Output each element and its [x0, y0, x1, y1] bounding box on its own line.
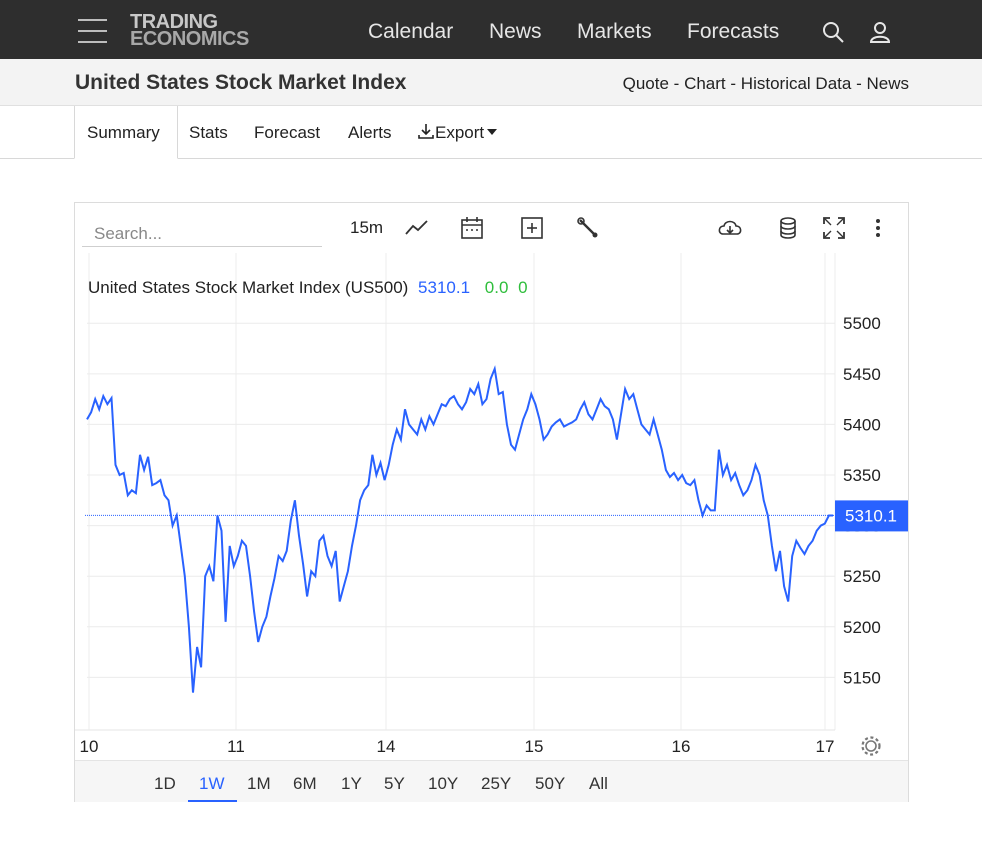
add-indicator-icon[interactable]	[519, 215, 545, 241]
range-active-underline	[188, 800, 237, 802]
price-chart[interactable]: 51505200525053005350540054505500 1011141…	[75, 253, 908, 760]
fullscreen-icon[interactable]	[821, 215, 847, 241]
range-selector: 1D 1W 1M 6M 1Y 5Y 10Y 25Y 50Y All	[75, 760, 908, 802]
link-separator: -	[730, 74, 737, 93]
range-6m[interactable]: 6M	[293, 774, 317, 793]
nav-forecasts[interactable]: Forecasts	[687, 20, 780, 43]
tab-bar: Summary Stats Forecast Alerts Export	[0, 106, 982, 159]
calendar-icon[interactable]	[459, 215, 485, 241]
x-tick-label: 16	[672, 737, 691, 756]
range-1d[interactable]: 1D	[154, 774, 176, 793]
link-quote[interactable]: Quote	[622, 74, 669, 93]
y-tick-label: 5250	[843, 567, 881, 586]
y-tick-label: 5350	[843, 466, 881, 485]
user-icon[interactable]	[868, 20, 892, 44]
nav-calendar[interactable]: Calendar	[368, 20, 454, 43]
y-tick-label: 5500	[843, 314, 881, 333]
interval-selector[interactable]: 15m	[350, 218, 384, 237]
link-chart[interactable]: Chart	[684, 74, 726, 93]
y-tick-label: 5450	[843, 365, 881, 384]
tab-export[interactable]: Export	[417, 123, 498, 143]
tab-active-indicator	[74, 106, 178, 159]
link-separator: -	[673, 74, 680, 93]
last-price-badge-bg	[835, 500, 908, 532]
download-icon[interactable]	[716, 215, 744, 241]
range-10y[interactable]: 10Y	[428, 774, 459, 793]
tab-summary[interactable]: Summary	[87, 123, 160, 142]
x-tick-label: 15	[525, 737, 544, 756]
y-tick-label: 5400	[843, 415, 881, 434]
range-all[interactable]: All	[589, 774, 608, 793]
nav-news[interactable]: News	[489, 20, 542, 43]
wrench-icon[interactable]	[575, 215, 601, 241]
tab-forecast[interactable]: Forecast	[254, 123, 321, 142]
database-icon[interactable]	[775, 215, 801, 241]
search-icon[interactable]	[821, 20, 845, 44]
x-tick-label: 17	[816, 737, 835, 756]
legend-name: United States Stock Market Index (US500)	[88, 278, 408, 297]
site-logo[interactable]: TRADING ECONOMICS	[130, 11, 249, 50]
logo-line1: TRADING	[130, 11, 218, 33]
series-line-us500[interactable]	[86, 365, 833, 693]
range-5y[interactable]: 5Y	[384, 774, 405, 793]
chevron-down-icon	[487, 129, 498, 136]
tab-stats[interactable]: Stats	[189, 123, 228, 142]
menu-icon[interactable]	[78, 19, 107, 43]
title-bar: United States Stock Market Index Quote -…	[0, 59, 982, 106]
gear-icon[interactable]	[861, 736, 881, 756]
quick-links: Quote - Chart - Historical Data - News	[623, 74, 909, 94]
x-tick-label: 11	[227, 737, 245, 756]
chart-grid	[75, 253, 836, 731]
legend-change-pct: 0	[518, 278, 527, 297]
top-navbar: TRADING ECONOMICS Calendar News Markets …	[0, 0, 982, 59]
x-tick-label: 14	[377, 737, 396, 756]
download-icon	[418, 124, 434, 139]
symbol-search-input[interactable]	[82, 217, 322, 247]
more-icon[interactable]	[871, 215, 885, 241]
chart-legend: United States Stock Market Index (US500)…	[88, 278, 528, 297]
legend-price: 5310.1	[418, 278, 470, 297]
logo-line2: ECONOMICS	[130, 28, 249, 50]
tab-alerts[interactable]: Alerts	[348, 123, 392, 142]
y-tick-label: 5200	[843, 618, 881, 637]
range-25y[interactable]: 25Y	[481, 774, 512, 793]
line-chart-icon[interactable]	[403, 215, 431, 241]
range-1w[interactable]: 1W	[199, 774, 225, 793]
last-price-badge-label: 5310.1	[845, 506, 897, 525]
y-tick-label: 5150	[843, 668, 881, 687]
link-separator: -	[856, 74, 862, 93]
range-1m[interactable]: 1M	[247, 774, 271, 793]
link-historical-data[interactable]: Historical Data	[740, 74, 852, 93]
page-title: United States Stock Market Index	[75, 71, 407, 94]
link-news[interactable]: News	[866, 74, 909, 93]
range-50y[interactable]: 50Y	[535, 774, 566, 793]
chart-widget: 15m 51505200525053005350540054505500 101…	[74, 202, 909, 802]
nav-markets[interactable]: Markets	[577, 20, 652, 43]
x-tick-label: 10	[80, 737, 99, 756]
last-price-badge: 5310.1	[835, 500, 908, 532]
range-1y[interactable]: 1Y	[341, 774, 362, 793]
legend-change: 0.0	[485, 278, 509, 297]
export-label: Export	[435, 123, 485, 142]
x-axis: 10 11 14 15 16 17	[80, 737, 835, 756]
